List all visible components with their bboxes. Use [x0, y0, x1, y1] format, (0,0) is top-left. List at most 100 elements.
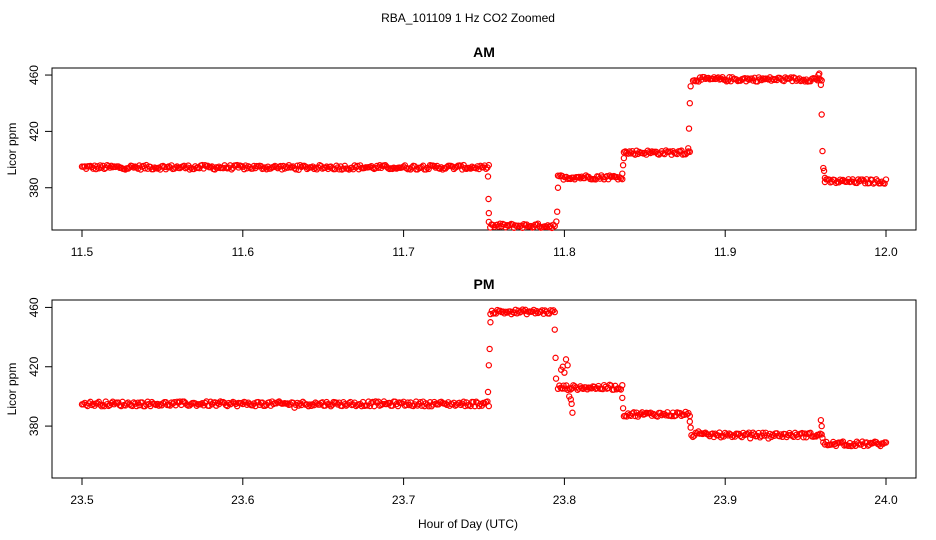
am-data-point	[818, 77, 825, 84]
am-data-point	[709, 75, 716, 83]
pm-data-point	[668, 412, 675, 420]
am-xtick-label: 11.6	[232, 245, 255, 259]
am-data-point	[553, 208, 561, 215]
pm-data-point	[176, 398, 184, 405]
pm-ytick-label: 420	[27, 356, 41, 376]
pm-data-point	[552, 375, 560, 382]
x-axis-label: Hour of Day (UTC)	[418, 517, 518, 531]
pm-data-point	[849, 442, 856, 449]
pm-data-point	[485, 402, 493, 410]
pm-xtick-label: 23.9	[714, 493, 738, 507]
pm-data-point	[89, 400, 97, 408]
pm-data-point	[723, 431, 730, 438]
am-data-point	[485, 161, 493, 169]
am-data-point	[686, 100, 694, 107]
am-xtick-label: 11.8	[553, 245, 576, 259]
pm-data-point	[203, 398, 210, 405]
pm-data-point	[705, 431, 712, 438]
am-data-point	[787, 74, 795, 81]
pm-data-point	[882, 439, 890, 446]
am-data-point	[610, 172, 618, 180]
pm-data-point	[98, 402, 105, 410]
pm-data-point	[470, 398, 477, 406]
pm-data-point	[619, 394, 626, 402]
pm-data-point	[687, 424, 694, 431]
am-data-point	[710, 74, 718, 81]
pm-data-point	[709, 430, 716, 437]
am-data-point	[273, 163, 280, 170]
pm-data-point	[815, 431, 823, 439]
pm-data-point	[551, 308, 558, 316]
pm-data-point	[486, 345, 493, 353]
pm-points	[78, 306, 890, 450]
am-data-point	[606, 172, 613, 179]
pm-xticks: 23.5 23.6 23.7 23.8 23.9 24.0	[70, 478, 898, 507]
am-yticks: 380 420 460	[27, 65, 52, 198]
am-data-point	[832, 179, 840, 187]
pm-data-point	[619, 405, 627, 412]
am-data-point	[647, 149, 654, 157]
pm-data-point	[551, 326, 558, 333]
pm-data-point	[306, 401, 314, 408]
am-data-point	[150, 165, 157, 173]
pm-data-point	[484, 388, 492, 396]
pm-data-point	[487, 319, 494, 326]
am-data-point	[685, 125, 693, 132]
pm-panel: PM Licor ppm 23.5 23.6 23.7 23.8 23.9 24.0 38…	[5, 276, 917, 507]
am-data-point	[882, 176, 890, 183]
pm-data-point	[641, 410, 649, 418]
am-xtick-label: 11.9	[714, 245, 737, 259]
am-data-point	[553, 218, 560, 225]
pm-xtick-label: 24.0	[874, 493, 898, 507]
am-data-point	[310, 165, 318, 173]
am-plot-frame	[51, 67, 917, 231]
am-data-point	[292, 166, 300, 173]
am-data-point	[489, 221, 497, 229]
am-data-point	[818, 111, 825, 118]
am-ytick-label: 460	[27, 65, 41, 85]
figure-title: RBA_101109 1 Hz CO2 Zoomed	[381, 11, 555, 25]
pm-data-point	[630, 409, 637, 416]
am-data-point	[422, 166, 430, 173]
pm-data-point	[744, 430, 751, 438]
pm-data-point	[103, 400, 111, 408]
pm-data-point	[686, 418, 694, 425]
am-data-point	[240, 165, 248, 173]
pm-xtick-label: 23.6	[231, 493, 255, 507]
am-data-point	[485, 195, 492, 203]
pm-data-point	[568, 400, 575, 408]
am-panel-title: AM	[473, 44, 495, 60]
am-data-point	[861, 180, 869, 187]
pm-data-point	[819, 434, 826, 442]
am-data-point	[816, 70, 823, 77]
pm-data-point	[567, 396, 575, 403]
am-points	[78, 70, 890, 232]
am-data-point	[686, 148, 694, 155]
am-data-point	[485, 209, 493, 217]
pm-data-point	[562, 356, 570, 363]
am-xtick-label: 11.7	[392, 245, 415, 259]
am-data-point	[484, 173, 492, 180]
am-xticks: 11.5 11.6 11.7 11.8 11.9 12.0	[71, 230, 898, 259]
pm-yticks: 380 420 460	[27, 297, 52, 436]
am-data-point	[543, 223, 550, 230]
pm-data-point	[538, 307, 546, 314]
pm-data-point	[341, 401, 349, 408]
pm-panel-title: PM	[474, 276, 495, 292]
pm-xtick-label: 23.7	[392, 493, 416, 507]
am-data-point	[687, 83, 694, 90]
pm-data-point	[817, 416, 825, 424]
am-data-point	[877, 180, 884, 187]
pm-data-point	[747, 435, 754, 442]
am-data-point	[817, 81, 825, 89]
pm-data-point	[410, 402, 417, 410]
pm-xtick-label: 23.8	[553, 493, 577, 507]
pm-data-point	[619, 381, 626, 389]
pm-data-point	[313, 400, 321, 407]
am-data-point	[129, 162, 136, 170]
am-data-point	[685, 145, 692, 152]
am-ytick-label: 380	[27, 177, 41, 197]
pm-ytick-label: 460	[27, 297, 41, 317]
pm-data-point	[569, 409, 576, 416]
